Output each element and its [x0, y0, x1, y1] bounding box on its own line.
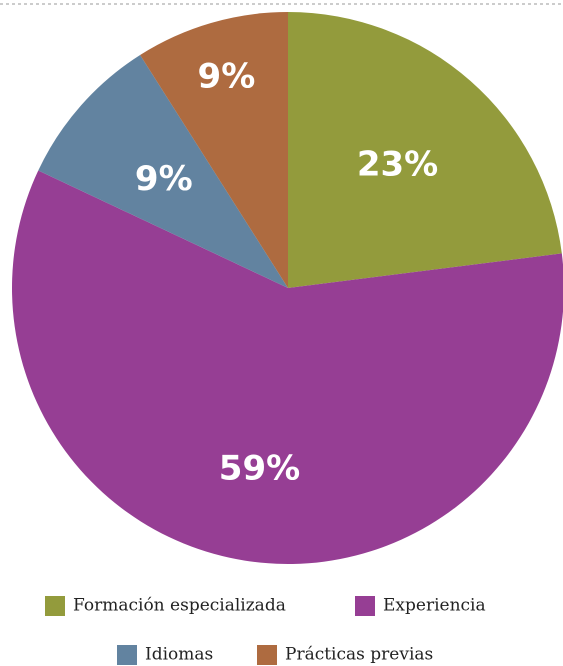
pie-slice [140, 12, 288, 288]
pie-slice [38, 54, 289, 289]
data-label: 23% [357, 144, 438, 184]
data-label: 9% [198, 56, 256, 96]
legend-swatch [117, 645, 137, 665]
legend-swatch [45, 596, 65, 616]
legend-swatch [257, 645, 277, 665]
legend-swatch [355, 596, 375, 616]
pie-slice [12, 170, 563, 564]
legend-label: Idiomas [145, 645, 213, 665]
legend-label: Formación especializada [73, 596, 286, 616]
pie-slice [288, 12, 562, 288]
legend-label: Prácticas previas [285, 645, 433, 665]
data-label: 9% [135, 159, 193, 199]
legend-label: Experiencia [383, 596, 486, 616]
data-label: 59% [219, 448, 300, 488]
